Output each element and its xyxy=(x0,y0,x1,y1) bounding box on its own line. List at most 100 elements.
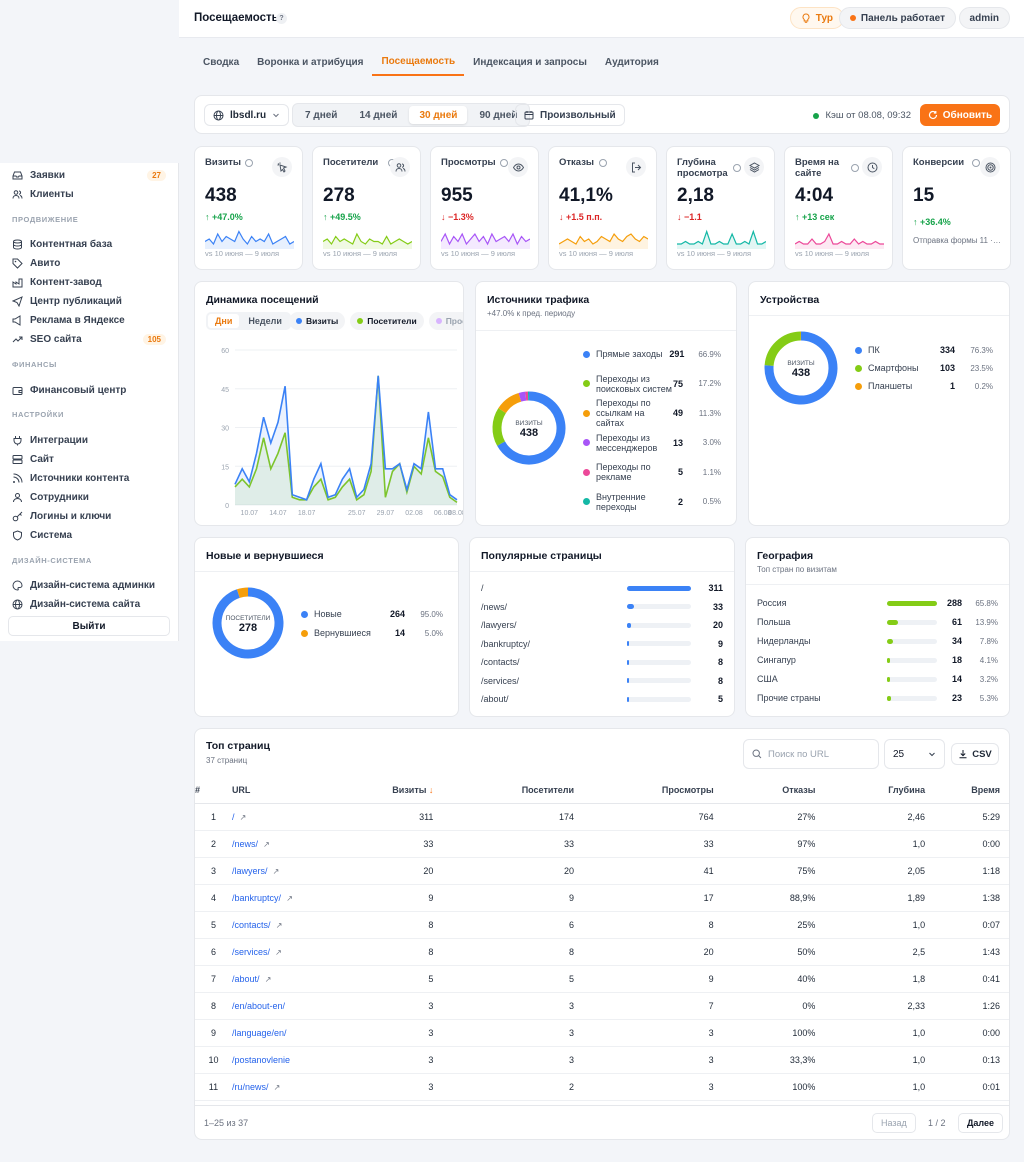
column-header-7[interactable]: Время xyxy=(934,777,1009,804)
legend-row[interactable]: Переходы по ссылкам на сайтах 49 11.3% xyxy=(583,398,721,428)
external-link-icon[interactable]: ↗ xyxy=(270,866,280,876)
nav-seo[interactable]: SEO сайта 105 xyxy=(12,330,166,348)
external-link-icon[interactable]: ↗ xyxy=(272,947,282,957)
prev-page-button[interactable]: Назад xyxy=(872,1113,916,1133)
nav-admin-design[interactable]: Дизайн-система админки xyxy=(12,576,166,594)
nav-content-sources[interactable]: Источники контента xyxy=(12,469,166,487)
popular-row[interactable]: /news/33 xyxy=(481,600,723,614)
nav-system[interactable]: Система xyxy=(12,526,166,544)
legend-row[interactable]: Переходы по рекламе 5 1.1% xyxy=(583,460,721,484)
legend-row[interactable]: ПК 334 76.3% xyxy=(855,344,993,356)
column-header-4[interactable]: Просмотры xyxy=(583,777,723,804)
period-0[interactable]: 7 дней xyxy=(305,109,338,121)
next-page-button[interactable]: Далее xyxy=(958,1113,1004,1133)
nav-site-design[interactable]: Дизайн-система сайта xyxy=(12,595,166,613)
custom-period-button[interactable]: Произвольный xyxy=(515,104,625,126)
legend-row[interactable]: Переходы из мессенджеров 13 3.0% xyxy=(583,431,721,455)
legend-row[interactable]: Прямые заходы 291 66.9% xyxy=(583,342,721,366)
donut-slice-2[interactable] xyxy=(498,393,522,414)
nav-content-base[interactable]: Контентная база xyxy=(12,235,166,253)
popular-row[interactable]: /about/5 xyxy=(481,692,723,706)
tab-2[interactable]: Посещаемость xyxy=(372,48,465,76)
legend-chip-0[interactable]: Визиты xyxy=(289,312,346,330)
column-header-0[interactable]: # xyxy=(195,777,223,804)
geo-row[interactable]: Польша 61 13.9% xyxy=(757,615,998,629)
period-1[interactable]: 14 дней xyxy=(359,109,398,121)
donut-slice-1[interactable] xyxy=(764,331,801,367)
column-header-2[interactable]: Визиты ↓ xyxy=(342,777,443,804)
table-cell[interactable]: /bankruptcy/ ↗ xyxy=(222,884,343,912)
external-link-icon[interactable]: ↗ xyxy=(283,893,293,903)
url-link[interactable]: /about/ xyxy=(231,973,260,984)
info-icon[interactable] xyxy=(971,159,980,167)
legend-chip-1[interactable]: Посетители xyxy=(350,312,424,330)
url-link[interactable]: /language/en/ xyxy=(231,1027,287,1038)
site-select[interactable]: lbsdl.ru xyxy=(204,104,290,126)
nav-content-factory[interactable]: Контент-завод xyxy=(12,273,166,291)
table-cell[interactable]: /contacts/ ↗ xyxy=(222,911,343,939)
geo-row[interactable]: Сингапур 18 4.1% xyxy=(757,653,998,667)
legend-row[interactable]: Новые 264 95.0% xyxy=(301,608,443,620)
donut-slice-3[interactable] xyxy=(518,391,527,402)
geo-row[interactable]: США 14 3.2% xyxy=(757,672,998,686)
tab-1[interactable]: Воронка и атрибуция xyxy=(257,56,364,68)
table-cell[interactable]: /en/about-en/ xyxy=(222,992,343,1020)
table-row[interactable]: 7/about/ ↗ 5 5 9 40% 1,8 0:41 xyxy=(195,965,1009,993)
popular-row[interactable]: /contacts/8 xyxy=(481,655,723,669)
nav-finance[interactable]: Финансовый центр xyxy=(12,381,166,399)
table-row[interactable]: 8/en/about-en/3 3 7 0% 2,33 1:26 xyxy=(195,992,1009,1020)
info-icon[interactable] xyxy=(244,159,253,167)
legend-row[interactable]: Смартфоны 103 23.5% xyxy=(855,362,993,374)
geo-row[interactable]: Нидерланды 34 7.8% xyxy=(757,634,998,648)
table-row[interactable]: 11/ru/news/ ↗ 3 2 3 100% 1,0 0:01 xyxy=(195,1073,1009,1101)
help-icon[interactable]: ? xyxy=(276,13,287,24)
popular-row[interactable]: /services/8 xyxy=(481,674,723,688)
table-cell[interactable]: /ru/news/ ↗ xyxy=(222,1073,343,1101)
nav-integrations[interactable]: Интеграции xyxy=(12,431,166,449)
tab-0[interactable]: Сводка xyxy=(203,56,240,68)
table-cell[interactable]: /services/ ↗ xyxy=(222,938,343,966)
info-icon[interactable] xyxy=(733,164,741,172)
donut-slice-1[interactable] xyxy=(492,408,507,446)
legend-row[interactable]: Вернувшиеся 14 5.0% xyxy=(301,627,443,639)
geo-row[interactable]: Прочие страны 23 5.3% xyxy=(757,691,998,705)
table-row[interactable]: 3/lawyers/ ↗ 20 20 41 75% 2,05 1:18 xyxy=(195,857,1009,885)
table-row[interactable]: 6/services/ ↗ 8 8 20 50% 2,5 1:43 xyxy=(195,938,1009,966)
popular-row[interactable]: / 311 xyxy=(481,581,723,595)
nav-site[interactable]: Сайт xyxy=(12,450,166,468)
column-header-6[interactable]: Глубина xyxy=(824,777,935,804)
external-link-icon[interactable]: ↗ xyxy=(273,920,283,930)
info-icon[interactable] xyxy=(851,164,859,172)
table-row[interactable]: 9/language/en/3 3 3 100% 1,0 0:00 xyxy=(195,1019,1009,1047)
url-link[interactable]: /lawyers/ xyxy=(231,865,268,876)
popular-row[interactable]: /lawyers/20 xyxy=(481,618,723,632)
external-link-icon[interactable]: ↗ xyxy=(271,1082,281,1092)
nav-publications[interactable]: Центр публикаций xyxy=(12,292,166,310)
url-link[interactable]: /postanovlenie xyxy=(231,1054,290,1065)
toggle-weeks[interactable]: Недели xyxy=(248,316,282,326)
csv-export-button[interactable]: CSV xyxy=(951,743,999,765)
table-row[interactable]: 2/news/ ↗ 33 33 33 97% 1,0 0:00 xyxy=(195,830,1009,858)
table-row[interactable]: 1 / ↗ 311 174 764 27% 2,46 5:29 xyxy=(195,803,1009,831)
legend-row[interactable]: Внутренние переходы 2 0.5% xyxy=(583,490,721,514)
tour-button[interactable]: Тур xyxy=(789,7,844,29)
geo-row[interactable]: Россия 288 65.8% xyxy=(757,596,998,610)
info-icon[interactable] xyxy=(598,159,607,167)
info-icon[interactable] xyxy=(499,159,508,167)
status-badge[interactable]: Панель работает xyxy=(838,7,956,29)
url-link[interactable]: /contacts/ xyxy=(231,919,271,930)
nav-employees[interactable]: Сотрудники xyxy=(12,488,166,506)
table-cell[interactable]: /language/en/ xyxy=(222,1019,343,1047)
table-cell[interactable]: /news/ ↗ xyxy=(222,830,343,858)
url-link[interactable]: /bankruptcy/ xyxy=(231,892,281,903)
legend-row[interactable]: Переходы из поисковых систем 75 17.2% xyxy=(583,372,721,396)
table-row[interactable]: 10/postanovlenie 3 3 3 33,3% 1,0 0:13 xyxy=(195,1046,1009,1074)
table-cell[interactable]: /postanovlenie xyxy=(222,1046,343,1074)
popular-row[interactable]: /bankruptcy/9 xyxy=(481,637,723,651)
external-link-icon[interactable]: ↗ xyxy=(260,839,270,849)
tab-3[interactable]: Индексация и запросы xyxy=(473,56,587,68)
tab-4[interactable]: Аудитория xyxy=(604,56,659,68)
legend-row[interactable]: Планшеты 1 0.2% xyxy=(855,380,993,392)
url-link[interactable]: /news/ xyxy=(231,838,258,849)
period-2[interactable]: 30 дней xyxy=(409,106,468,124)
